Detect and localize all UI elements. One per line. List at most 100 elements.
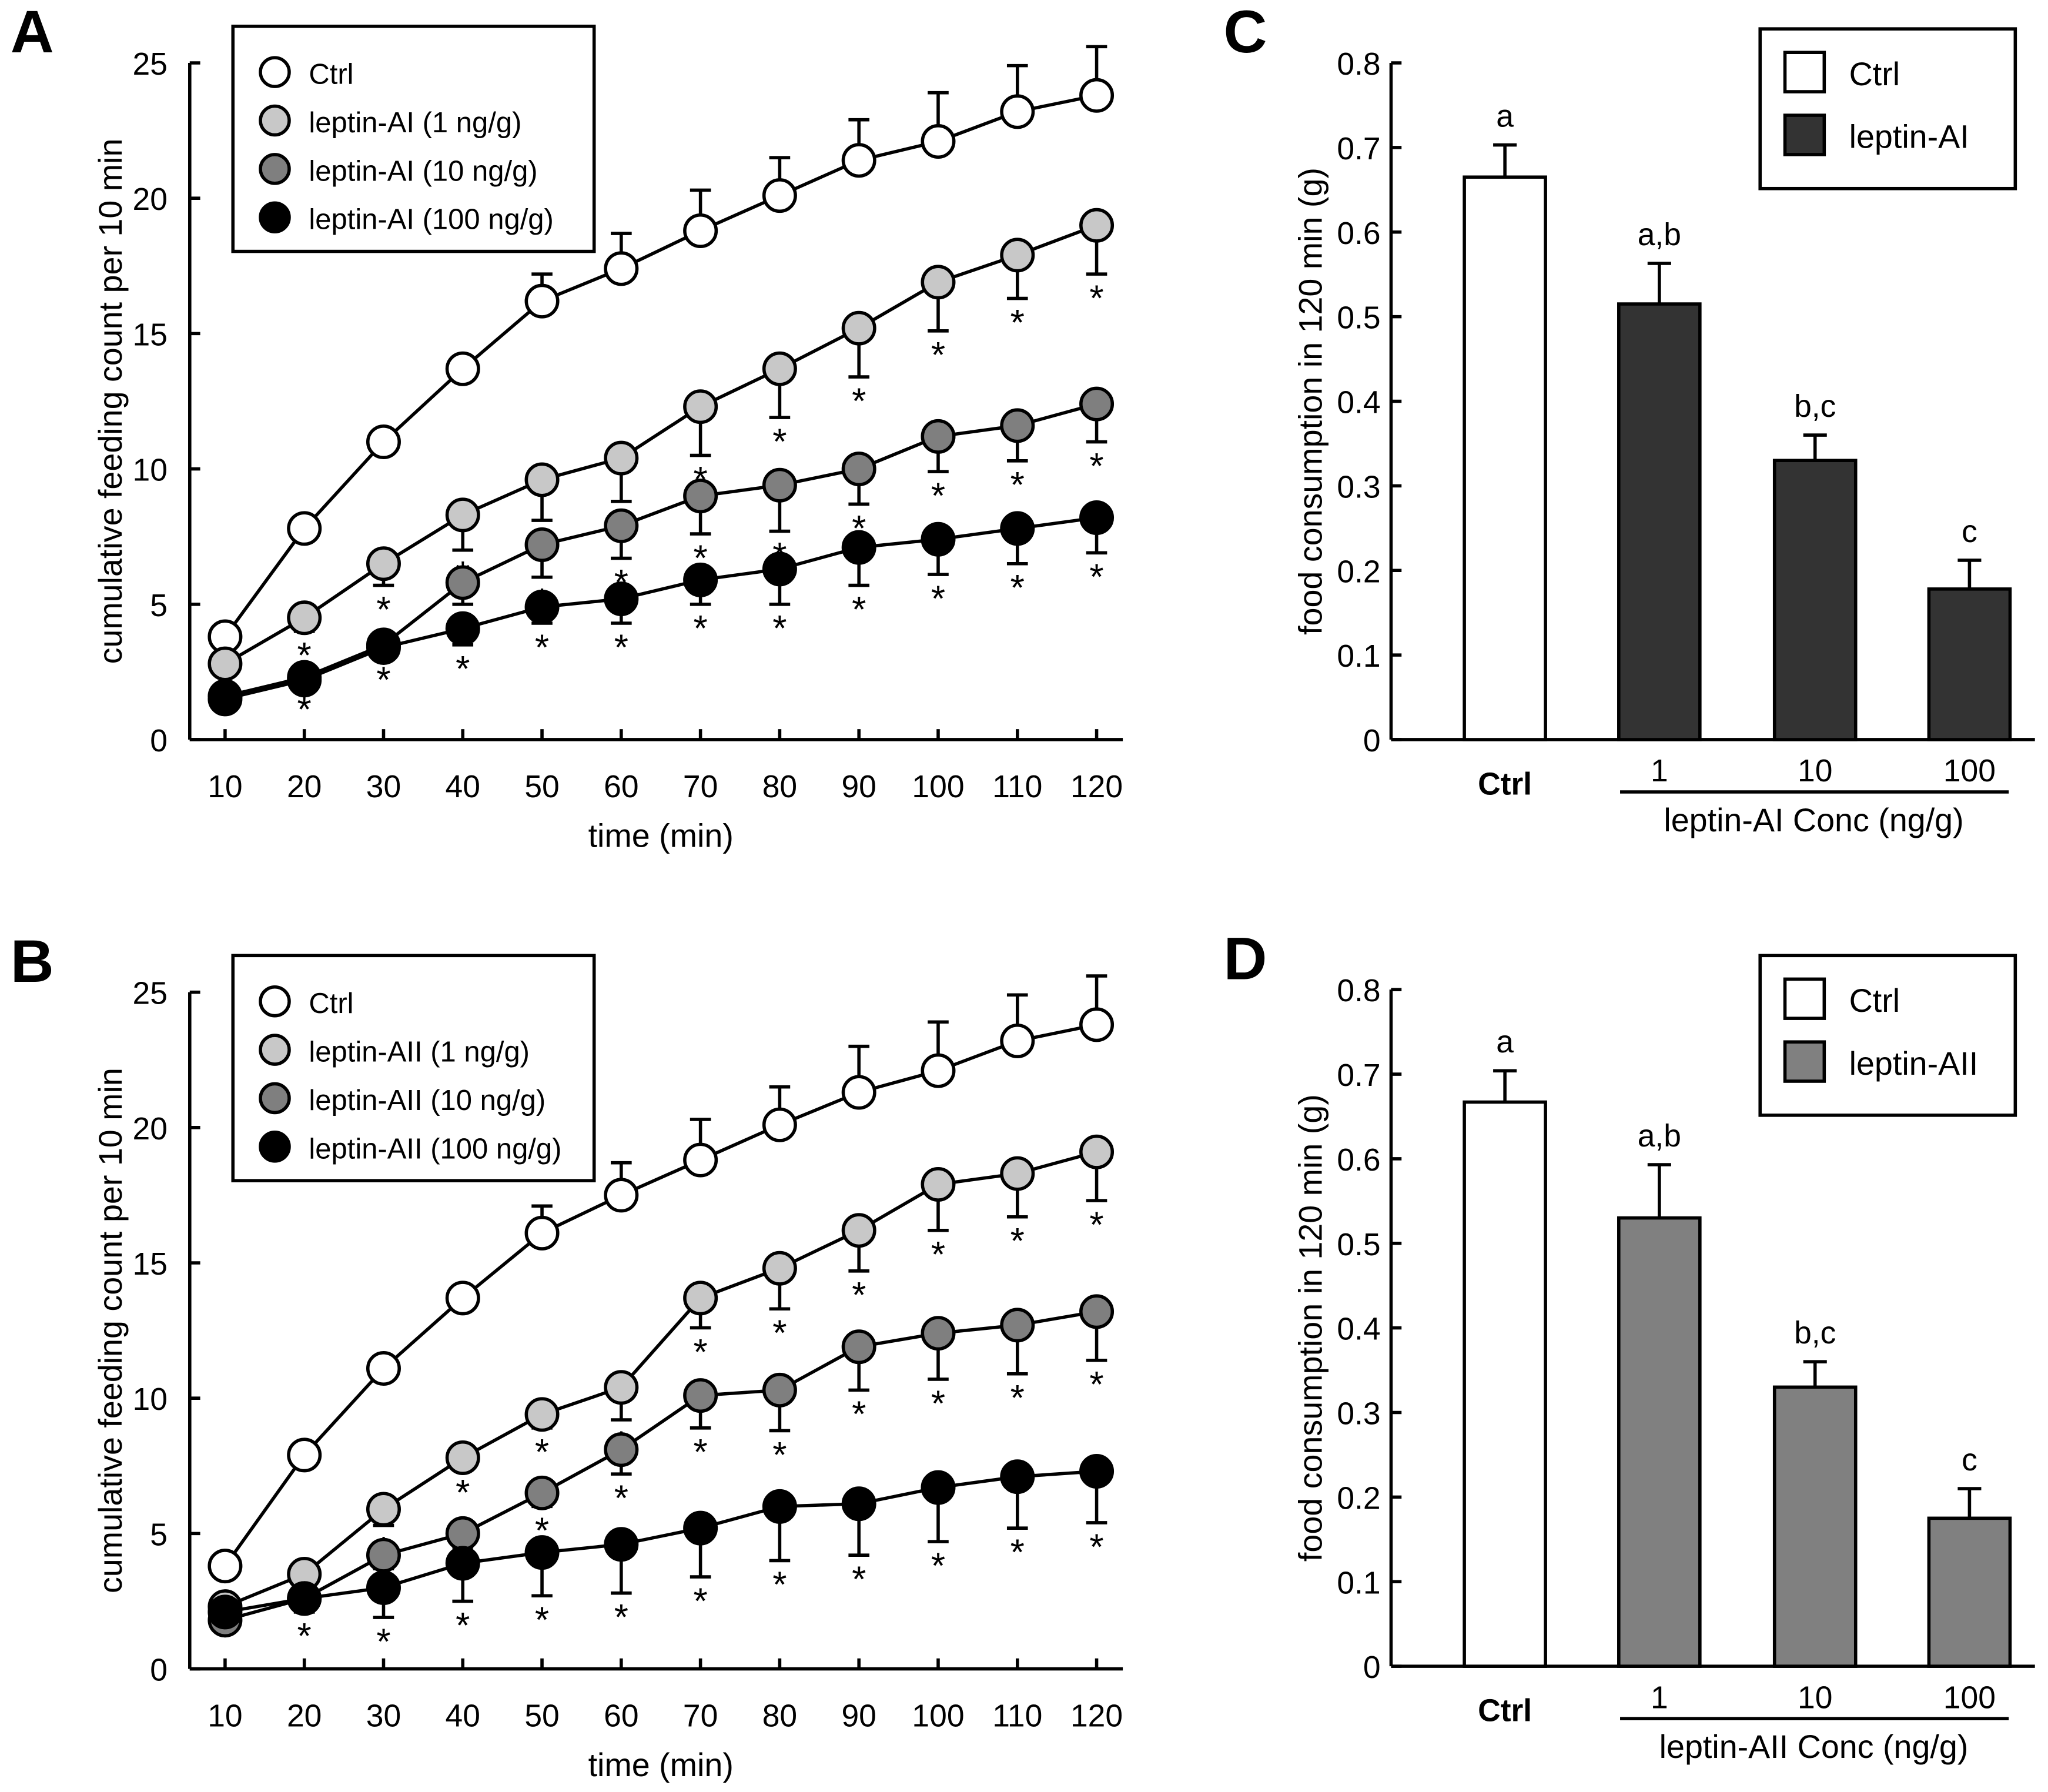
panel-d: D 0 0.1 0.2 0.3 0.4 0.5 0.6 0.7 0.8 food consumpti…: [1223, 924, 2035, 1765]
data-point: [524, 1535, 560, 1570]
data-point: [921, 419, 956, 454]
bar-group: b,c 10: [1772, 1316, 1858, 1715]
x-tick-label: 80: [762, 1699, 797, 1734]
significance-marker: *: [1089, 557, 1103, 598]
significance-marker: *: [456, 1473, 470, 1513]
data-point: [524, 1475, 560, 1510]
legend-marker: [259, 104, 291, 137]
data-point: [762, 351, 797, 386]
bar: [1617, 302, 1702, 741]
y-tick-label: 15: [133, 1247, 168, 1282]
data-point: [683, 389, 718, 424]
legend-marker: [259, 56, 291, 88]
data-point: [762, 551, 797, 587]
significance-marker: *: [852, 381, 866, 422]
legend-marker: [259, 1082, 291, 1115]
data-point: [366, 546, 401, 581]
x-tick-label: 70: [683, 770, 718, 804]
significance-marker: *: [693, 1581, 707, 1622]
significance-marker: *: [931, 1383, 945, 1424]
data-point: [683, 213, 718, 248]
legend: Ctrl leptin-AII: [1758, 954, 2017, 1117]
legend-swatch: [1783, 977, 1826, 1020]
legend-label: leptin-AII (10 ng/g): [309, 1085, 546, 1116]
data-point: [366, 424, 401, 460]
data-point: [1000, 511, 1035, 546]
significance-letter: b,c: [1794, 1316, 1836, 1350]
x-tick-label: 70: [683, 1699, 718, 1734]
legend-swatch: [1783, 113, 1826, 156]
data-point: [445, 611, 480, 646]
significance-marker: *: [1010, 1378, 1025, 1419]
data-point: [1079, 386, 1115, 422]
data-point: [287, 663, 322, 698]
data-point: [445, 1516, 480, 1551]
data-point: [1079, 500, 1115, 535]
data-point: [762, 1251, 797, 1286]
data-point: [1000, 1023, 1035, 1058]
data-point: [208, 1549, 243, 1584]
significance-marker: *: [693, 1332, 707, 1373]
bar: [1927, 587, 2012, 741]
x-tick-label: 90: [841, 770, 876, 804]
y-tick-label: 5: [150, 1517, 168, 1552]
y-tick-label: 0.7: [1337, 132, 1380, 166]
x-axis-label: time (min): [588, 1747, 734, 1783]
y-tick-label: 25: [133, 977, 168, 1011]
bar: [1617, 1216, 1702, 1668]
data-point: [841, 1329, 876, 1365]
significance-marker: *: [931, 579, 945, 619]
data-point: [1079, 78, 1115, 113]
legend-label: leptin-AI (100 ng/g): [309, 204, 553, 236]
x-tick-label: 30: [366, 770, 401, 804]
data-point: [1079, 1453, 1115, 1489]
significance-marker: *: [1089, 1527, 1103, 1567]
data-point: [524, 589, 560, 624]
data-point: [604, 581, 639, 617]
significance-letter: a,b: [1638, 1119, 1681, 1154]
significance-marker: *: [1089, 446, 1103, 487]
x-tick-label: Ctrl: [1478, 1694, 1532, 1729]
legend-label: leptin-AI: [1849, 119, 1969, 155]
x-tick-label: 60: [604, 1699, 638, 1734]
significance-marker: *: [1010, 465, 1025, 506]
x-tick-label: 40: [446, 770, 480, 804]
x-tick-label: 50: [524, 770, 559, 804]
data-point: [841, 1486, 876, 1522]
data-point: [841, 452, 876, 487]
data-point: [208, 646, 243, 681]
data-point: [683, 1378, 718, 1413]
y-tick-label: 0.1: [1337, 1566, 1380, 1600]
x-tick-label: 100: [1943, 754, 1996, 788]
y-tick-label: 0.8: [1337, 974, 1380, 1008]
data-point: [1079, 1007, 1115, 1042]
data-point: [841, 310, 876, 346]
legend-label: leptin-AII (100 ng/g): [309, 1133, 561, 1165]
significance-marker: *: [376, 590, 390, 630]
data-point: [762, 1107, 797, 1142]
x-tick-label: 20: [287, 770, 322, 804]
y-tick-label: 0: [150, 724, 168, 758]
significance-letter: a: [1496, 99, 1514, 133]
y-axis-label: cumulative feeding count per 10 min: [92, 139, 129, 664]
y-tick-label: 0: [1363, 724, 1381, 758]
significance-marker: *: [1089, 278, 1103, 319]
significance-marker: *: [772, 1565, 787, 1606]
data-point: [683, 1510, 718, 1546]
y-tick-label: 0.6: [1337, 216, 1380, 251]
significance-marker: *: [772, 422, 787, 462]
significance-marker: *: [693, 609, 707, 649]
y-tick-label: 0.5: [1337, 1228, 1380, 1262]
legend: Ctrl leptin-AI (1 ng/g) leptin-AI (10 ng/g…: [231, 24, 596, 253]
legend: Ctrl leptin-AI: [1758, 27, 2017, 190]
x-tick-label: 10: [208, 770, 242, 804]
significance-marker: *: [931, 1546, 945, 1587]
significance-letter: c: [1962, 1443, 1977, 1477]
data-point: [287, 600, 322, 636]
x-tick-label: 90: [841, 1699, 876, 1734]
x-tick-label: 10: [208, 1699, 242, 1734]
y-tick-label: 0.2: [1337, 554, 1380, 589]
group-label: leptin-AII Conc (ng/g): [1659, 1729, 1969, 1765]
bar-group: b,c 10: [1772, 389, 1858, 788]
significance-marker: *: [772, 1313, 787, 1354]
